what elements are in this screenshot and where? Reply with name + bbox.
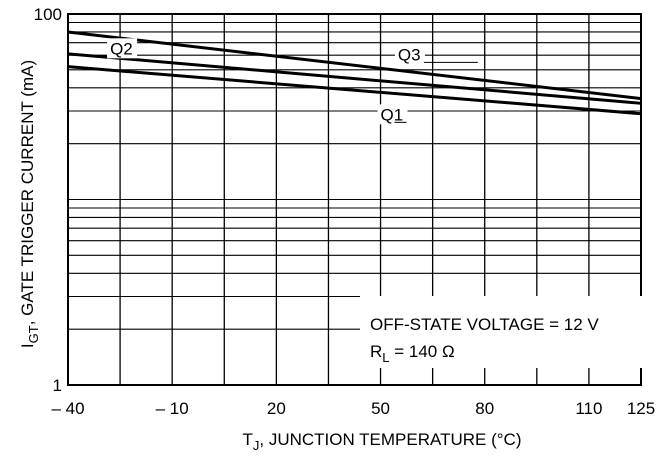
y-tick-label: 1 <box>53 376 62 395</box>
annotation-r-value: = 140 Ω <box>390 342 455 361</box>
series-label-q2: Q2 <box>110 39 133 58</box>
x-tick-label: 20 <box>267 399 286 418</box>
y-axis-title-symbol: I <box>18 343 37 348</box>
series-label-bg <box>394 44 425 65</box>
x-tick-label: 110 <box>575 399 602 418</box>
x-tick-label: – 10 <box>156 399 189 418</box>
series-lines <box>67 30 642 116</box>
annotation-r-symbol: R <box>370 342 382 361</box>
y-axis-title-subscript: GT <box>26 325 41 343</box>
series-line-q1 <box>67 65 642 116</box>
x-tick-label: 125 <box>627 399 655 418</box>
labels: Q3 Q2 Q1 – 40 – 10 20 50 80 110 125 1 100 <box>34 5 656 418</box>
x-axis-title-subscript: J <box>253 438 260 453</box>
x-axis-title-text: , JUNCTION TEMPERATURE (°C) <box>259 430 521 449</box>
series-label-q1: Q1 <box>381 105 404 124</box>
series-label-q3: Q3 <box>398 45 421 64</box>
plot-frame <box>67 13 642 386</box>
x-axis-title: TJ, JUNCTION TEMPERATURE (°C) <box>242 430 521 453</box>
y-tick-label: 100 <box>34 5 62 24</box>
series-label-bg <box>377 104 408 125</box>
x-tick-label: 50 <box>371 399 390 418</box>
x-tick-label: – 40 <box>51 399 84 418</box>
annotation-line-1: OFF-STATE VOLTAGE = 12 V <box>370 315 599 334</box>
y-axis-title: IGT, GATE TRIGGER CURRENT (mA) <box>18 60 41 348</box>
x-axis-title-symbol: T <box>242 430 252 449</box>
series-line-q3 <box>67 30 642 101</box>
series-label-bg <box>107 38 138 59</box>
y-axis-title-text: , GATE TRIGGER CURRENT (mA) <box>18 60 37 325</box>
annotation-box <box>360 296 642 368</box>
x-tick-label: 80 <box>475 399 494 418</box>
annotation-r-subscript: L <box>382 350 389 365</box>
series-line-q2 <box>67 52 642 105</box>
annotation-line-2: RL = 140 Ω <box>370 342 455 365</box>
